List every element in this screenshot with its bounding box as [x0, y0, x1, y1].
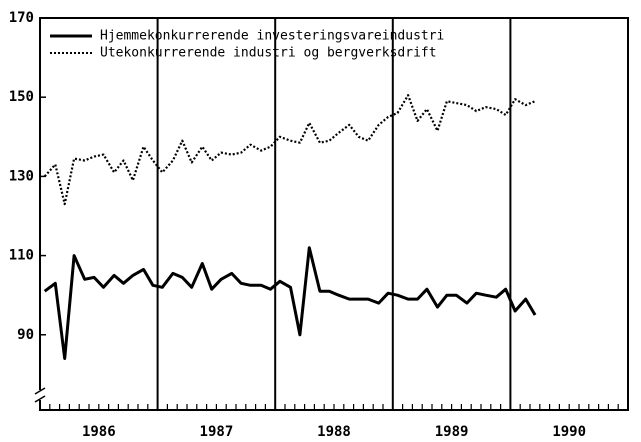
x-tick-label: 1987	[200, 424, 234, 440]
x-tick-label: 1989	[435, 424, 469, 440]
legend-label: Hjemmekonkurrerende investeringsvareindu…	[100, 29, 444, 44]
y-tick-label: 170	[9, 10, 34, 26]
plot-frame	[39, 17, 629, 411]
series-line	[43, 246, 537, 360]
y-tick-label: 90	[17, 327, 34, 343]
axis-break	[34, 395, 46, 403]
axis-break	[34, 387, 46, 395]
y-tick-label: 130	[9, 168, 34, 184]
series-line	[43, 94, 536, 206]
y-tick-label: 150	[9, 89, 34, 105]
legend-label: Utekonkurrerende industri og bergverksdr…	[100, 46, 437, 61]
y-tick-label: 110	[9, 248, 34, 264]
x-tick-label: 1990	[552, 424, 586, 440]
x-tick-label: 1986	[82, 424, 116, 440]
axis-break-gap	[36, 390, 44, 400]
x-tick-label: 1988	[317, 424, 351, 440]
